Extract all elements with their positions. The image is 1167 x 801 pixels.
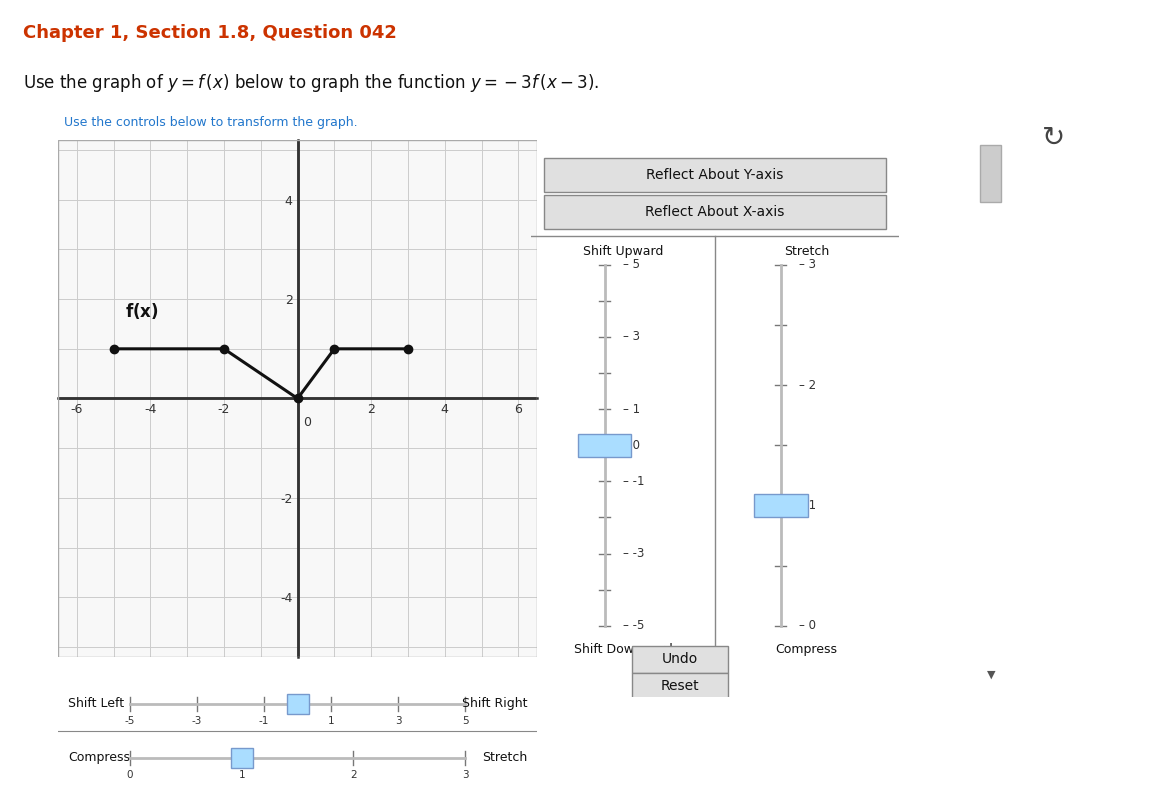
Text: Reflect About Y-axis: Reflect About Y-axis	[647, 168, 783, 182]
FancyBboxPatch shape	[633, 673, 728, 700]
FancyBboxPatch shape	[287, 694, 308, 714]
Text: 0: 0	[127, 770, 133, 780]
Text: -1: -1	[259, 716, 270, 726]
FancyBboxPatch shape	[754, 493, 808, 517]
Text: – 1: – 1	[623, 403, 640, 416]
FancyBboxPatch shape	[231, 747, 253, 768]
Text: -3: -3	[191, 716, 202, 726]
FancyBboxPatch shape	[544, 158, 886, 192]
Text: – 1: – 1	[799, 499, 817, 512]
Text: – 0: – 0	[799, 619, 817, 632]
Text: ↻: ↻	[1042, 124, 1064, 152]
Text: Shift Left: Shift Left	[68, 698, 124, 710]
Text: ▼: ▼	[986, 670, 995, 680]
Text: – 3: – 3	[623, 330, 640, 344]
Text: Undo: Undo	[662, 652, 698, 666]
Text: Shift Upward: Shift Upward	[582, 245, 663, 258]
Text: 1: 1	[238, 770, 245, 780]
FancyBboxPatch shape	[633, 646, 728, 673]
Text: – 5: – 5	[623, 258, 640, 272]
Text: 2: 2	[350, 770, 357, 780]
Text: $\mathbf{f(x)}$: $\mathbf{f(x)}$	[125, 300, 159, 320]
Text: Stretch: Stretch	[784, 245, 830, 258]
Text: 3: 3	[394, 716, 401, 726]
Text: Compress: Compress	[68, 751, 130, 764]
Text: Shift Right: Shift Right	[462, 698, 527, 710]
Text: 1: 1	[328, 716, 335, 726]
Text: Use the graph of $y = f\,(x)$ below to graph the function $y = -3f\,(x - 3)$.: Use the graph of $y = f\,(x)$ below to g…	[23, 72, 600, 94]
Text: – -1: – -1	[623, 475, 644, 488]
Text: -5: -5	[125, 716, 135, 726]
Text: 0: 0	[303, 416, 312, 429]
Text: Reflect About X-axis: Reflect About X-axis	[645, 205, 784, 219]
Text: 3: 3	[462, 770, 468, 780]
Text: – 0: – 0	[623, 439, 640, 452]
Text: ▲: ▲	[986, 145, 995, 155]
Text: Shift Downward: Shift Downward	[573, 643, 672, 656]
Text: Stretch: Stretch	[482, 751, 527, 764]
Text: Use the controls below to transform the graph.: Use the controls below to transform the …	[64, 116, 358, 129]
Text: – -3: – -3	[623, 547, 644, 560]
FancyBboxPatch shape	[544, 195, 886, 229]
Text: – -5: – -5	[623, 619, 644, 632]
Text: Compress: Compress	[776, 643, 838, 656]
FancyBboxPatch shape	[980, 145, 1001, 202]
FancyBboxPatch shape	[578, 433, 631, 457]
Text: Reset: Reset	[661, 679, 699, 693]
Text: Chapter 1, Section 1.8, Question 042: Chapter 1, Section 1.8, Question 042	[23, 24, 397, 42]
Text: 5: 5	[462, 716, 468, 726]
Text: – 3: – 3	[799, 258, 817, 272]
Text: – 2: – 2	[799, 379, 817, 392]
